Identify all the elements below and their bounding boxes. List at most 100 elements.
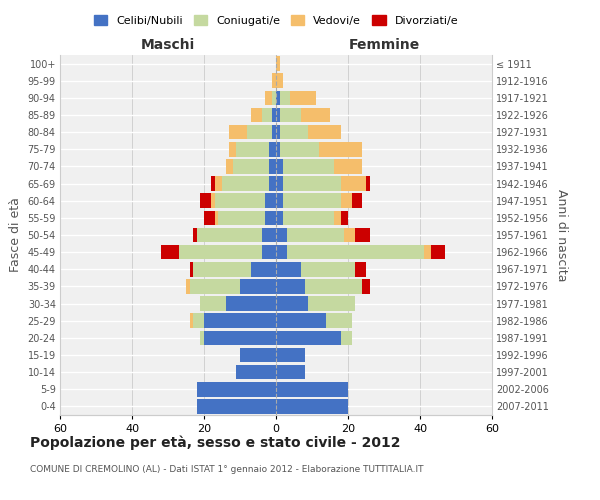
Bar <box>355 228 370 242</box>
Bar <box>362 279 370 293</box>
Bar <box>308 296 355 311</box>
Y-axis label: Fasce di età: Fasce di età <box>9 198 22 272</box>
Bar <box>265 90 272 105</box>
Bar <box>276 142 280 156</box>
Bar <box>366 176 370 191</box>
Bar <box>186 279 190 293</box>
Bar <box>262 108 272 122</box>
Bar <box>190 262 193 276</box>
Bar <box>161 245 179 260</box>
Bar <box>236 142 269 156</box>
Bar <box>301 262 355 276</box>
Bar <box>204 210 215 225</box>
Bar <box>272 125 276 140</box>
Text: Maschi: Maschi <box>141 38 195 52</box>
Bar <box>283 210 334 225</box>
Bar <box>276 245 287 260</box>
Y-axis label: Anni di nascita: Anni di nascita <box>556 188 568 281</box>
Bar <box>276 314 326 328</box>
Bar <box>431 245 445 260</box>
Bar <box>193 228 197 242</box>
Bar <box>283 194 341 208</box>
Bar <box>211 176 215 191</box>
Bar <box>276 56 280 71</box>
Bar <box>276 399 348 413</box>
Bar <box>197 399 276 413</box>
Text: Popolazione per età, sesso e stato civile - 2012: Popolazione per età, sesso e stato civil… <box>30 435 401 450</box>
Bar <box>301 108 330 122</box>
Bar <box>218 210 265 225</box>
Bar <box>262 245 276 260</box>
Bar <box>344 228 355 242</box>
Bar <box>276 330 341 345</box>
Bar <box>280 90 290 105</box>
Bar <box>341 194 352 208</box>
Bar <box>276 194 283 208</box>
Bar <box>215 194 265 208</box>
Bar <box>355 262 366 276</box>
Bar <box>204 330 276 345</box>
Bar <box>305 279 362 293</box>
Bar <box>272 74 276 88</box>
Bar <box>276 125 280 140</box>
Bar <box>276 176 283 191</box>
Bar <box>269 142 276 156</box>
Bar <box>287 245 424 260</box>
Bar <box>352 194 362 208</box>
Bar <box>233 159 269 174</box>
Bar <box>280 125 308 140</box>
Bar <box>240 348 276 362</box>
Bar <box>240 279 276 293</box>
Bar <box>251 262 276 276</box>
Bar <box>197 228 262 242</box>
Bar <box>334 159 362 174</box>
Bar <box>319 142 362 156</box>
Bar <box>287 228 344 242</box>
Bar <box>229 142 236 156</box>
Bar <box>200 194 211 208</box>
Bar <box>276 365 305 380</box>
Bar <box>280 142 319 156</box>
Bar <box>424 245 431 260</box>
Bar <box>308 125 341 140</box>
Bar <box>276 108 280 122</box>
Bar <box>326 314 352 328</box>
Bar <box>276 279 305 293</box>
Bar <box>222 176 269 191</box>
Bar <box>193 314 204 328</box>
Bar <box>276 74 283 88</box>
Bar <box>247 125 272 140</box>
Text: Femmine: Femmine <box>349 38 419 52</box>
Bar <box>193 262 251 276</box>
Bar <box>341 176 366 191</box>
Bar <box>215 176 222 191</box>
Bar <box>276 228 287 242</box>
Bar <box>229 125 247 140</box>
Bar <box>236 365 276 380</box>
Bar <box>211 194 215 208</box>
Bar <box>197 382 276 396</box>
Bar <box>200 296 226 311</box>
Bar <box>290 90 316 105</box>
Bar <box>276 159 283 174</box>
Bar <box>190 314 193 328</box>
Bar <box>280 108 301 122</box>
Bar <box>190 279 240 293</box>
Bar <box>341 210 348 225</box>
Bar <box>262 228 276 242</box>
Bar <box>276 90 280 105</box>
Bar <box>269 159 276 174</box>
Bar <box>276 262 301 276</box>
Bar <box>226 296 276 311</box>
Bar <box>334 210 341 225</box>
Bar <box>269 176 276 191</box>
Bar <box>265 194 276 208</box>
Bar <box>200 330 204 345</box>
Bar <box>276 348 305 362</box>
Bar <box>265 210 276 225</box>
Bar <box>283 159 334 174</box>
Bar <box>272 108 276 122</box>
Bar <box>283 176 341 191</box>
Legend: Celibi/Nubili, Coniugati/e, Vedovi/e, Divorziati/e: Celibi/Nubili, Coniugati/e, Vedovi/e, Di… <box>89 10 463 30</box>
Bar <box>179 245 262 260</box>
